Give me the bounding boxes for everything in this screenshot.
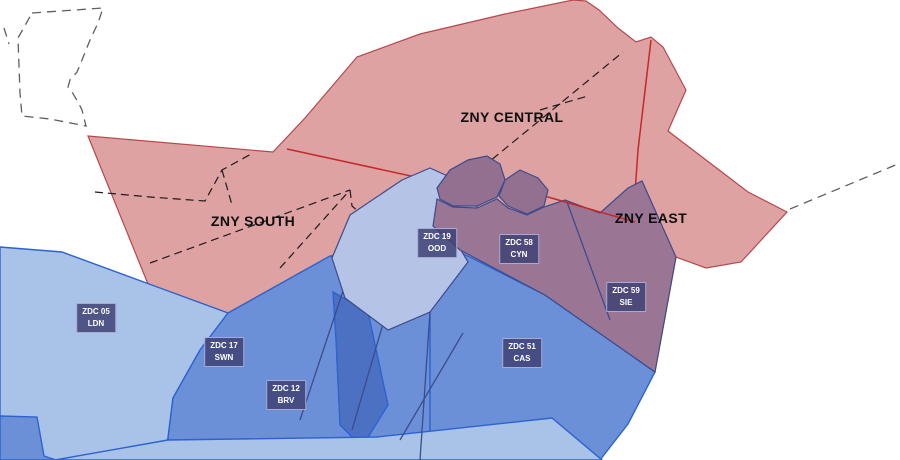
area-label-zny-central: ZNY CENTRAL [460,109,564,125]
dashed-sector-line [221,169,233,206]
region-zdc-58-59-overlap[interactable] [432,180,677,374]
zdc-internal-line [419,311,431,460]
sector-label-zdc-05: ZDC 05 LDN [76,303,116,333]
sector-label-zdc-59: ZDC 59 SIE [606,282,646,312]
region-zdc-51-cas[interactable] [429,251,656,460]
sector-label-line: ZDC 58 [505,238,533,247]
area-label-zny-south: ZNY SOUTH [210,213,296,229]
sector-label-line: BRV [277,396,295,405]
region-zdc-light-band-south[interactable] [54,417,604,460]
sector-label-line: ZDC 17 [210,341,238,350]
sector-label-zdc-19: ZDC 19 OOD [417,228,457,258]
sector-label-line: ZDC 05 [82,307,110,316]
sector-label-line: LDN [87,319,105,328]
sector-label-zdc-17: ZDC 17 SWN [204,337,244,367]
sector-label-zdc-51: ZDC 51 CAS [502,338,542,368]
dashed-sector-line [94,152,254,202]
boundary-zdc-58-59 [566,201,611,321]
state-boundary-tick [3,27,10,45]
dashed-sector-line [279,189,351,269]
sector-label-line: ZDC 19 [423,232,451,241]
sector-label-zdc-12: ZDC 12 BRV [266,380,306,410]
sector-label-line: ZDC 51 [508,342,536,351]
region-overlap-lobe-east[interactable] [498,169,549,215]
sector-label-line: SWN [214,353,234,362]
dashed-sector-line [149,189,351,264]
state-boundary-northwest [17,7,104,127]
dashed-sector-line [461,51,624,185]
region-zdc-southwest-corner[interactable] [0,415,57,460]
state-boundary-east [789,163,899,210]
sector-label-line: ZDC 12 [272,384,300,393]
sector-label-line: CAS [513,354,531,363]
sector-label-line: SIE [619,298,633,307]
dashed-sector-line [539,95,589,111]
sector-label-zdc-58: ZDC 58 CYN [499,234,539,264]
sector-label-line: ZDC 59 [612,286,640,295]
sector-label-line: OOD [427,244,447,253]
sector-label-line: CYN [510,250,528,259]
zdc-internal-line [399,332,464,441]
boundary-zny-east-red [547,196,636,223]
area-label-zny-east: ZNY EAST [614,210,688,226]
